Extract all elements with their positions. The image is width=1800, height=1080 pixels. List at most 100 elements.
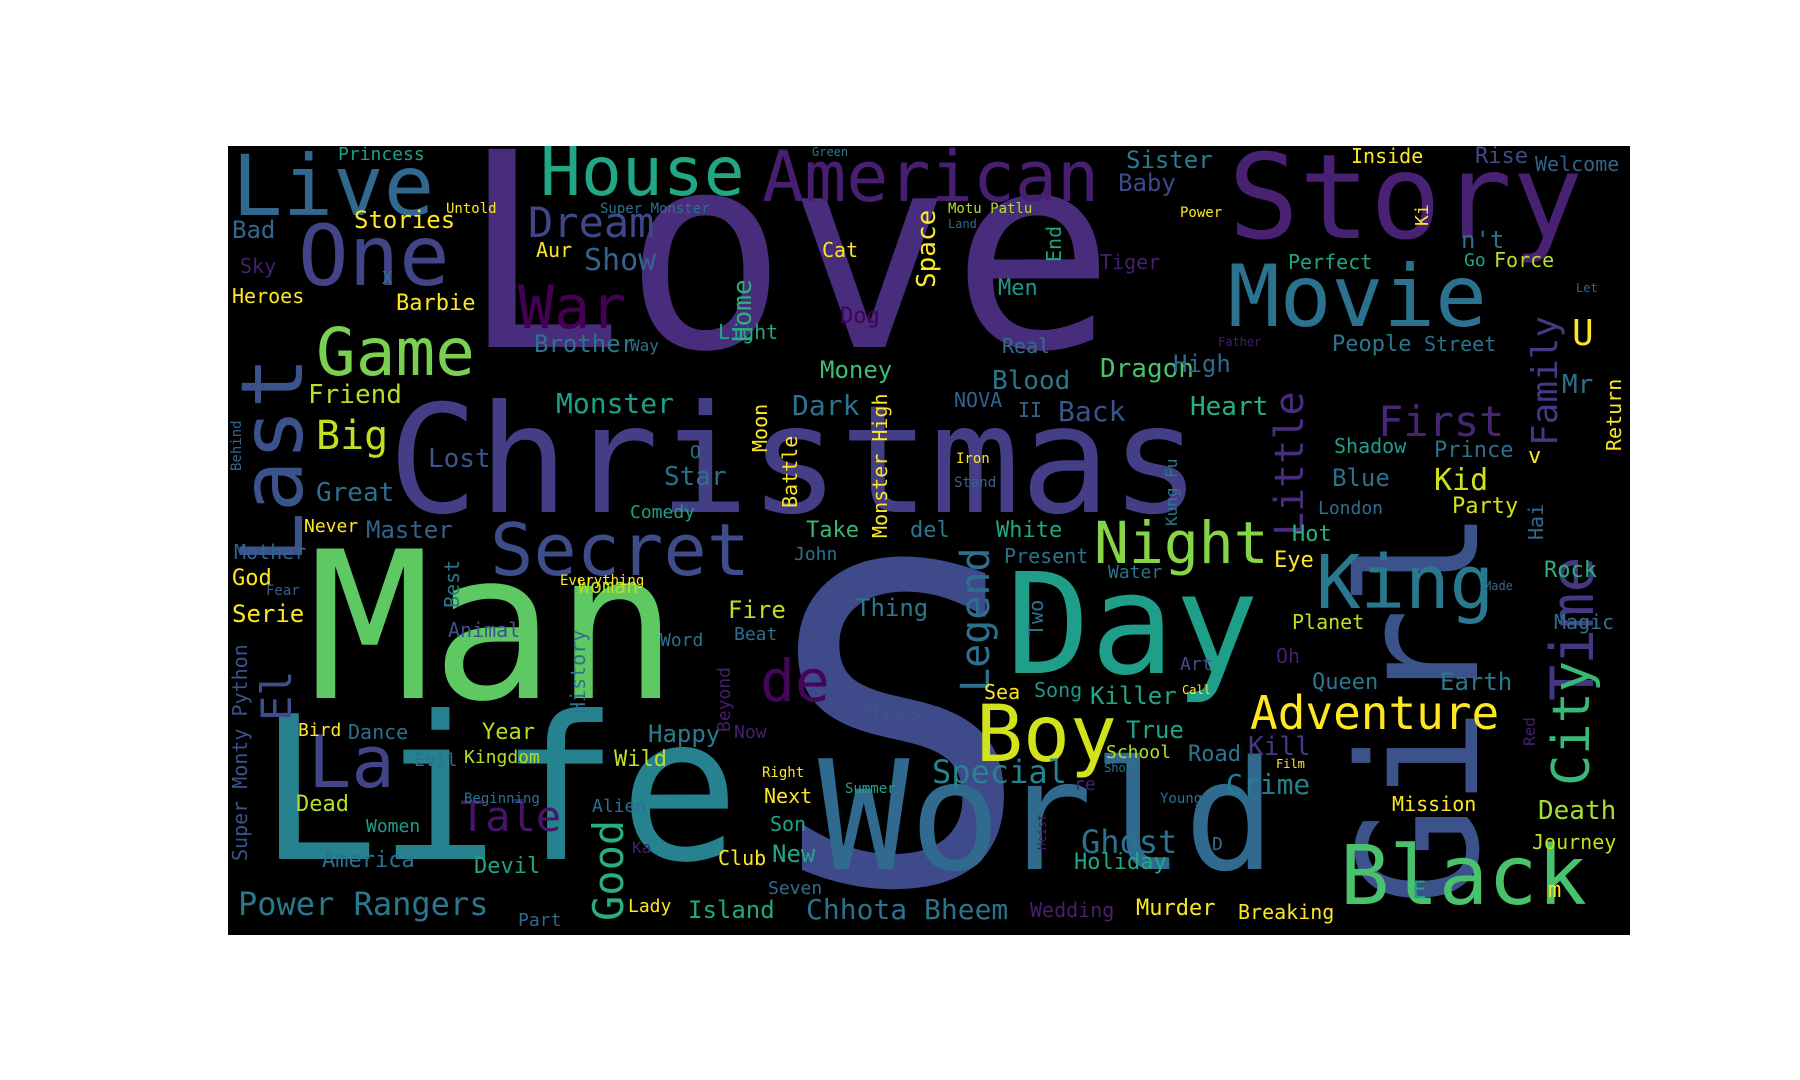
cloud-word: Ghost (1081, 823, 1178, 861)
cloud-word: Mission (1392, 792, 1477, 816)
cloud-word: Motu Patlu (948, 201, 1033, 217)
cloud-word: Heart (1190, 392, 1269, 422)
cloud-word: True (1126, 716, 1184, 744)
cloud-word: E (1412, 876, 1427, 904)
cloud-word: Stories (354, 206, 456, 234)
cloud-word: Queen (1312, 670, 1379, 695)
cloud-word: Holiday (1074, 850, 1167, 875)
cloud-word: Word (660, 630, 704, 651)
cloud-word: Cat (822, 238, 859, 262)
cloud-word: Animal (448, 618, 521, 642)
cloud-word: Summer (845, 781, 896, 797)
cloud-word: Right (762, 765, 805, 781)
cloud-word: Fire (728, 596, 786, 624)
cloud-word: Aur (536, 238, 573, 262)
cloud-word: Eye (1274, 548, 1314, 573)
cloud-word: Blood (992, 366, 1071, 396)
cloud-word: El (252, 670, 301, 721)
cloud-word: Earth (1440, 668, 1513, 696)
cloud-word: Hot (1292, 522, 1332, 547)
cloud-word: Breaking (1238, 900, 1335, 924)
cloud-word: Go (1464, 250, 1486, 271)
cloud-word: Rock (1544, 558, 1597, 583)
cloud-word: Best (440, 559, 464, 608)
cloud-word: Master (366, 516, 453, 544)
cloud-word: Death (1538, 796, 1617, 826)
cloud-word: Blue (1332, 464, 1390, 492)
cloud-word: Legend (953, 547, 999, 693)
cloud-word: Everything (560, 573, 645, 589)
cloud-word: D (1212, 834, 1223, 855)
cloud-word: La (308, 720, 395, 804)
cloud-word: Son (770, 812, 807, 836)
cloud-word: Iron (956, 451, 990, 467)
cloud-word: Year (482, 720, 535, 745)
cloud-word: Chhota Bheem (806, 893, 1009, 926)
cloud-word: Wild (614, 747, 667, 772)
cloud-word: Comedy (630, 502, 696, 523)
cloud-word: Mr (1562, 370, 1594, 400)
cloud-word: re (1074, 774, 1096, 795)
cloud-word: City (1542, 660, 1602, 786)
cloud-word: Man (308, 509, 679, 747)
cloud-word: Shadow (1334, 434, 1407, 458)
cloud-word: Part (518, 910, 562, 931)
cloud-word: Black (1340, 829, 1587, 924)
cloud-word: Sister (1126, 146, 1213, 174)
cloud-word: Fear (266, 583, 300, 599)
cloud-word: Tiger (1100, 250, 1161, 274)
cloud-word: New (772, 840, 816, 868)
cloud-word: White (996, 518, 1063, 543)
cloud-word: Welcome (1535, 152, 1620, 176)
cloud-word: Present (1004, 544, 1089, 568)
cloud-word: Miss (864, 698, 922, 726)
cloud-word: People (1332, 332, 1412, 357)
cloud-word: Happy (648, 720, 721, 748)
cloud-word: Journey (1532, 830, 1617, 854)
cloud-word: Back (1058, 395, 1126, 428)
word-cloud: Love S Man Life Christmas World Girl Day… (228, 146, 1630, 935)
cloud-word: Special (932, 753, 1067, 791)
cloud-word: Brother (534, 330, 636, 358)
cloud-word: Barbie (396, 291, 476, 316)
cloud-word: X (382, 268, 393, 289)
cloud-word: Heist (1035, 813, 1049, 850)
cloud-word: Kung Fu (1162, 458, 1181, 526)
cloud-word: History (566, 629, 590, 714)
cloud-word: Beyond (714, 666, 735, 732)
cloud-word: Magic (1554, 610, 1615, 634)
cloud-word: Money (820, 356, 893, 384)
cloud-word: II (1018, 398, 1043, 422)
cloud-word: Stand (954, 475, 997, 491)
cloud-word: Devil (474, 854, 541, 879)
cloud-word: America (322, 848, 415, 873)
cloud-word: Untold (446, 201, 497, 217)
cloud-word: Return (1602, 378, 1626, 451)
cloud-word: Red (1520, 717, 1539, 746)
cloud-word: Never (304, 516, 359, 537)
cloud-word: Father (1218, 335, 1262, 349)
cloud-word: Baby (1118, 169, 1176, 197)
cloud-word: Dark (792, 389, 860, 422)
cloud-word: Inside (1351, 146, 1424, 168)
cloud-word: Beat (734, 624, 778, 645)
cloud-word: Secret (490, 508, 751, 592)
cloud-word: Princess (338, 146, 425, 165)
cloud-word: Oh (1276, 644, 1301, 668)
cloud-word: Film (1276, 757, 1305, 771)
cloud-word: Ki (1412, 204, 1433, 226)
cloud-word: Murder (1136, 896, 1216, 921)
cloud-word: Party (1452, 494, 1519, 519)
cloud-word: Alien (592, 796, 647, 817)
cloud-word: Star (664, 462, 727, 492)
cloud-word: Dragon (1100, 354, 1194, 384)
cloud-word: Dance (348, 720, 409, 744)
cloud-word: School (1106, 742, 1172, 763)
cloud-word: Ka (632, 838, 652, 857)
cloud-word: Live (232, 146, 435, 235)
cloud-word: Kingdom (464, 747, 540, 768)
cloud-word: Game (316, 314, 475, 391)
cloud-word: Big (316, 413, 389, 459)
cloud-word: One (298, 207, 450, 305)
cloud-word: Prince (1434, 438, 1514, 463)
